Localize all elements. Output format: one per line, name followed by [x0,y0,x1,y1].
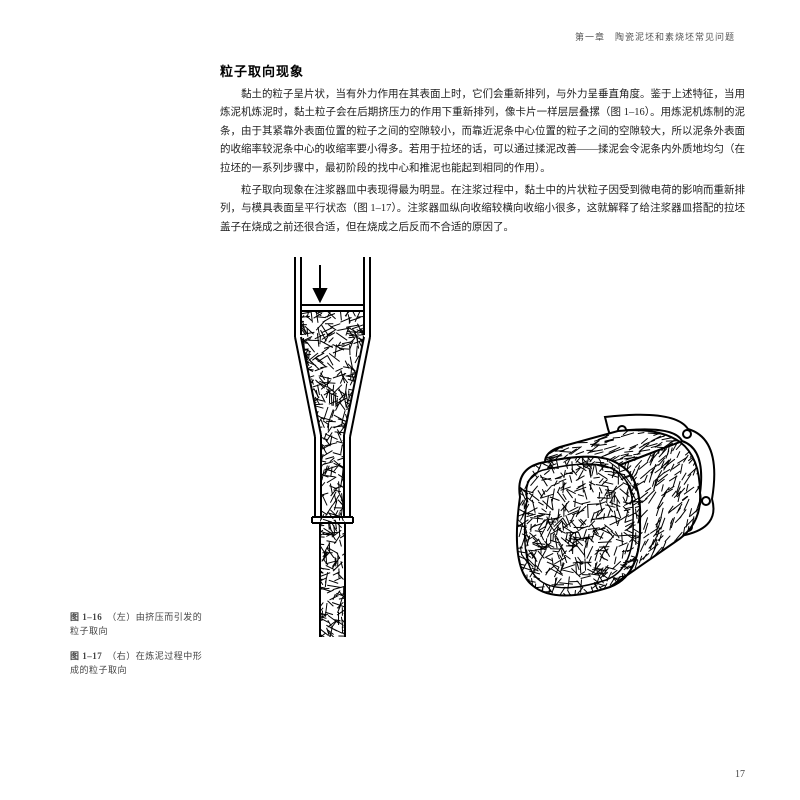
paragraph-2: 粒子取向现象在注浆器皿中表现得最为明显。在注浆过程中，黏土中的片状粒子因受到微电… [220,182,745,237]
page-number: 17 [735,769,745,780]
figure-1-17 [490,407,725,637]
caption-1-16: 图 1–16 （左）由挤压而引发的粒子取向 [70,610,210,639]
page-header: 第一章 陶瓷泥坯和素烧坯常见问题 [70,30,745,43]
section-title: 粒子取向现象 [220,61,745,80]
caption-1-17: 图 1–17 （右）在炼泥过程中形成的粒子取向 [70,649,210,678]
figure-1-16 [265,257,400,642]
paragraph-1: 黏土的粒子呈片状，当有外力作用在其表面上时，它们会重新排列，与外力呈垂直角度。鉴… [220,86,745,178]
